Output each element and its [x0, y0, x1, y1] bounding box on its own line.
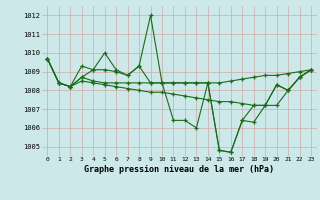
X-axis label: Graphe pression niveau de la mer (hPa): Graphe pression niveau de la mer (hPa) [84, 165, 274, 174]
